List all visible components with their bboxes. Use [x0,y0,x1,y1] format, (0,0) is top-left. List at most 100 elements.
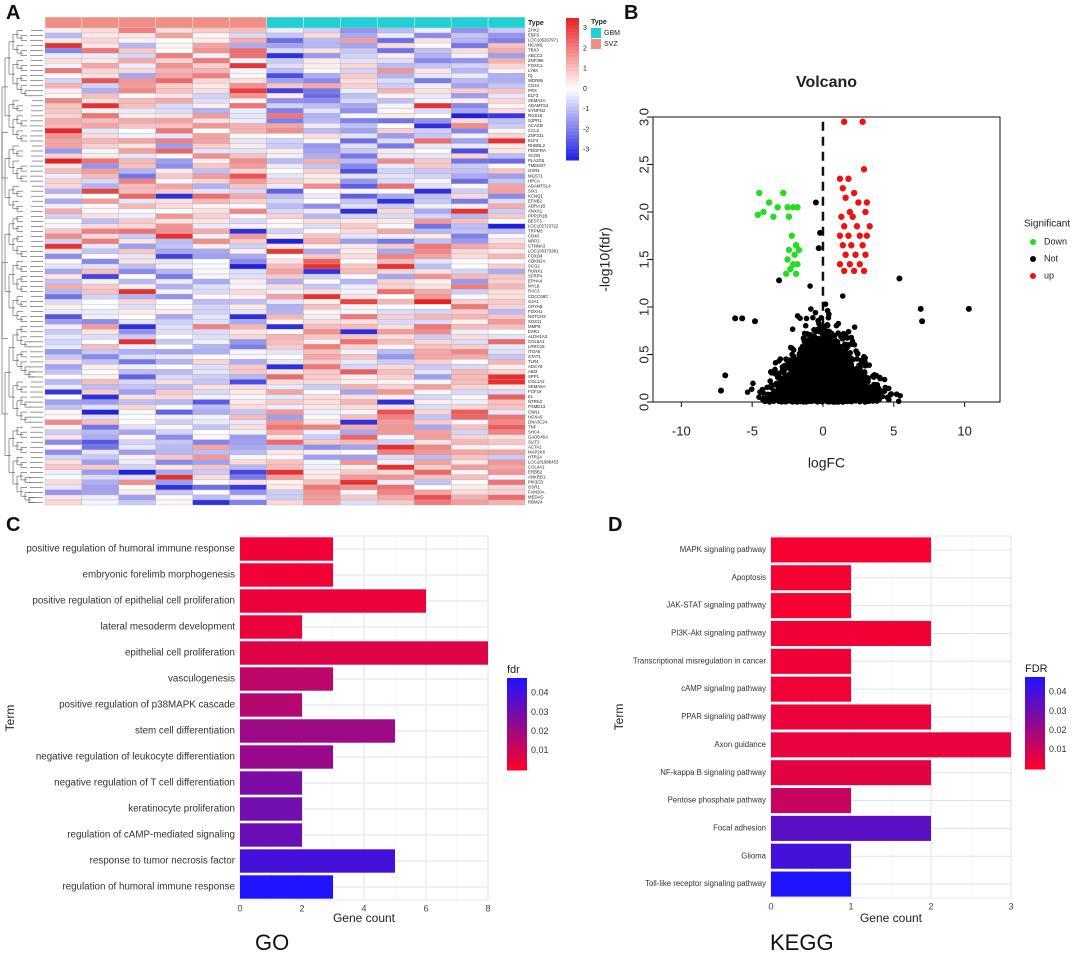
fdr-legend-segment [507,733,527,736]
heatmap-cell [81,68,119,74]
heatmap-cell [155,223,193,229]
fdr-legend-segment [507,758,527,762]
heatmap-cell [340,263,378,270]
volcano-point-up [842,194,849,201]
heatmap-cell [303,193,341,199]
heatmap-cell [192,62,230,69]
colorbar-segment [566,152,579,157]
type-annotation-cell [44,16,83,29]
heatmap-cell [192,399,230,405]
volcano-point-up [841,267,848,275]
heatmap-cell [303,158,341,164]
volcano-point-up [859,118,866,125]
volcano-y-axis-label: -log10(fdr) [597,227,613,292]
volcano-point-not [822,368,829,375]
heatmap-cell [340,178,378,184]
volcano-point-not [777,356,784,362]
heatmap-cell [81,344,119,350]
heatmap-cell [118,193,156,199]
heatmap-cell [414,359,452,365]
heatmap-cell [266,27,304,34]
heatmap-cell [451,494,489,501]
heatmap-cell [487,278,526,285]
fdr-legend-title: fdr [507,664,520,676]
heatmap-cell [451,218,489,224]
heatmap-cell [229,188,267,194]
heatmap-cell [81,339,119,345]
fdr-legend-segment [507,710,527,713]
fdr-legend-tick-label: 0.02 [1049,725,1067,735]
heatmap-cell [377,52,415,59]
heatmap-cell [340,188,378,194]
heatmap-cell [118,324,156,330]
bar-category-label: Pentose phosphate pathway [668,796,767,805]
heatmap-cell [414,419,452,425]
heatmap-cell [414,62,452,69]
heatmap-cell [192,208,230,214]
heatmap-cell [229,183,267,189]
heatmap-cell [266,62,304,69]
heatmap-cell [44,163,83,169]
heatmap-cell [414,288,452,295]
bar [240,667,333,691]
heatmap-row-label: ELF3 [528,93,539,98]
heatmap-cell [377,429,415,435]
bar [771,815,931,841]
volcano-point-not [818,314,825,321]
heatmap-cell [451,178,489,184]
heatmap-cell [414,349,452,355]
heatmap-cell [44,118,83,124]
volcano-point-not [843,355,849,361]
fdr-legend-tick-label: 0.04 [1049,687,1067,697]
heatmap-cell [377,138,415,144]
colorbar-segment [566,81,579,86]
heatmap-cell [377,469,415,476]
heatmap-cell [155,123,193,129]
heatmap-cell [118,479,156,486]
heatmap-cell [377,158,415,164]
heatmap-cell [118,454,156,460]
heatmap-cell [44,168,83,174]
heatmap-cell [414,153,452,159]
volcano-legend-title: Significant [1024,219,1070,230]
heatmap-cell [44,27,83,34]
heatmap-cell [451,98,489,104]
heatmap-cell [44,359,83,365]
heatmap-cell [155,73,193,79]
heatmap-cell [340,424,378,430]
volcano-point-up [862,251,869,258]
heatmap-cell [192,233,230,240]
heatmap-cell [451,329,489,335]
heatmap-cell [451,278,489,285]
heatmap-cell [340,399,378,405]
heatmap-cell [487,88,526,94]
heatmap-cell [266,293,304,300]
heatmap-row-label: SPP1 [528,374,540,379]
heatmap-cell [81,163,119,169]
volcano-point-not [863,362,870,368]
heatmap-cell [229,409,267,415]
fdr-legend-segment [1025,683,1045,687]
volcano-x-tick-label: 5 [890,423,897,438]
heatmap-cell [229,198,267,204]
fdr-legend-segment [1025,741,1045,745]
heatmap-cell [155,52,193,59]
heatmap-cell [303,203,341,209]
fdr-legend-segment [1025,711,1045,715]
heatmap-cell [229,153,267,159]
volcano-point-down [785,246,793,254]
heatmap-cell [44,188,83,194]
heatmap-cell [487,223,526,229]
heatmap-cell [414,334,452,340]
heatmap-cell [266,409,304,415]
heatmap-cell [266,499,304,506]
volcano-point-not [852,378,859,384]
heatmap-cell [155,459,193,465]
heatmap-cell [118,218,156,224]
heatmap-cell [377,153,415,159]
panel-label-d: D [608,514,623,536]
heatmap-cell [303,62,341,69]
volcano-point-not [831,333,837,340]
heatmap-cell [487,108,526,114]
heatmap-cell [229,258,267,265]
